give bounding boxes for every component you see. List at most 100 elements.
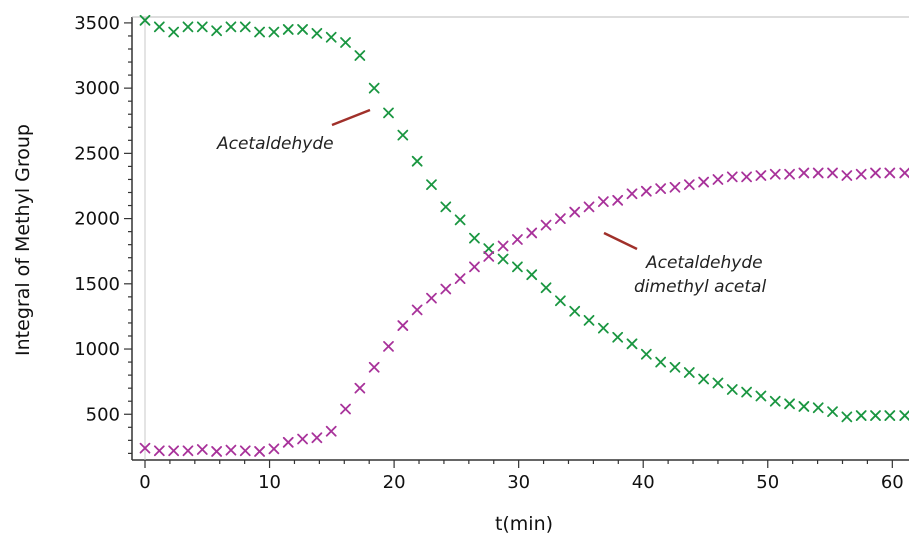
data-point <box>469 261 480 273</box>
data-point <box>311 432 323 444</box>
data-point <box>426 292 437 304</box>
data-point <box>211 25 223 37</box>
data-point <box>139 442 151 454</box>
data-point <box>168 445 180 457</box>
data-point <box>669 181 681 193</box>
data-point <box>569 206 581 218</box>
data-point <box>225 21 237 33</box>
data-point <box>168 26 180 38</box>
data-point <box>297 433 308 445</box>
data-point <box>469 232 480 244</box>
data-point <box>855 168 867 180</box>
data-point <box>626 338 638 350</box>
data-point <box>383 341 394 352</box>
data-point <box>383 107 394 119</box>
data-point <box>325 31 337 43</box>
data-point <box>526 227 538 239</box>
data-point <box>239 21 251 33</box>
data-point <box>798 401 810 412</box>
data-point <box>268 26 280 38</box>
x-tick-label: 50 <box>756 472 779 493</box>
y-tick-label: 3000 <box>74 78 120 99</box>
data-point <box>612 194 624 206</box>
data-point <box>698 176 710 188</box>
data-point <box>540 282 552 294</box>
data-point <box>612 331 624 343</box>
annotation-acetal-line <box>603 231 638 251</box>
x-tick-label: 10 <box>258 472 281 493</box>
data-point <box>512 261 523 273</box>
data-point <box>368 361 380 373</box>
data-point <box>827 167 838 179</box>
data-point <box>626 188 638 200</box>
x-tick-label: 20 <box>383 472 406 493</box>
data-point <box>211 446 223 457</box>
data-point <box>454 214 466 226</box>
data-point <box>870 410 881 421</box>
data-point <box>325 425 337 437</box>
data-point <box>340 37 351 48</box>
y-tick-label: 500 <box>86 404 120 425</box>
data-point <box>726 384 738 395</box>
data-point <box>597 196 609 208</box>
data-point <box>196 21 208 33</box>
annotation-acetaldehyde: Acetaldehyde <box>216 134 334 154</box>
data-point <box>139 14 151 26</box>
data-point <box>411 155 423 167</box>
annotation-acetal-line1: Acetaldehyde <box>645 253 763 273</box>
data-point <box>640 348 652 360</box>
data-point <box>899 410 909 421</box>
data-point <box>741 171 752 183</box>
data-point <box>397 129 409 141</box>
data-point <box>354 50 366 61</box>
data-point <box>153 445 165 457</box>
data-point <box>655 356 667 368</box>
x-tick-label: 30 <box>507 472 530 493</box>
data-point <box>855 410 867 421</box>
data-point <box>784 398 795 410</box>
data-point <box>870 167 881 179</box>
data-point <box>540 219 552 231</box>
data-point <box>254 446 265 457</box>
data-point <box>698 373 710 385</box>
data-point <box>311 27 323 39</box>
data-point <box>440 201 452 213</box>
data-point <box>712 174 724 185</box>
y-tick-label: 1500 <box>74 274 120 295</box>
x-tick-label: 60 <box>881 472 904 493</box>
data-point <box>841 411 853 423</box>
data-point <box>597 322 609 334</box>
x-tick-label: 40 <box>632 472 655 493</box>
data-point <box>583 201 595 213</box>
data-point <box>755 170 767 181</box>
annotation-acetaldehyde-line <box>331 108 371 127</box>
data-point <box>254 26 265 38</box>
data-point <box>884 410 896 421</box>
data-point <box>440 283 452 295</box>
data-point <box>397 320 409 331</box>
data-point <box>182 445 194 457</box>
y-tick-label: 2000 <box>74 209 120 230</box>
data-point <box>526 269 538 281</box>
series-acetaldehyde <box>139 14 909 423</box>
data-point <box>354 382 366 394</box>
data-point <box>411 304 423 316</box>
data-point <box>454 273 466 284</box>
data-point <box>755 390 767 402</box>
data-point <box>196 444 208 455</box>
data-point <box>769 395 781 407</box>
y-tick-label: 1000 <box>74 339 120 360</box>
data-point <box>282 24 294 35</box>
data-point <box>153 21 165 33</box>
data-point <box>225 444 237 456</box>
data-point <box>554 213 566 224</box>
data-point <box>899 167 909 179</box>
data-point <box>841 170 853 181</box>
data-point <box>726 171 738 183</box>
data-point <box>640 185 652 197</box>
data-point <box>483 243 495 254</box>
x-axis-title: t(min) <box>495 513 553 535</box>
series-acetal <box>139 167 909 457</box>
y-tick-label: 3500 <box>74 13 120 34</box>
